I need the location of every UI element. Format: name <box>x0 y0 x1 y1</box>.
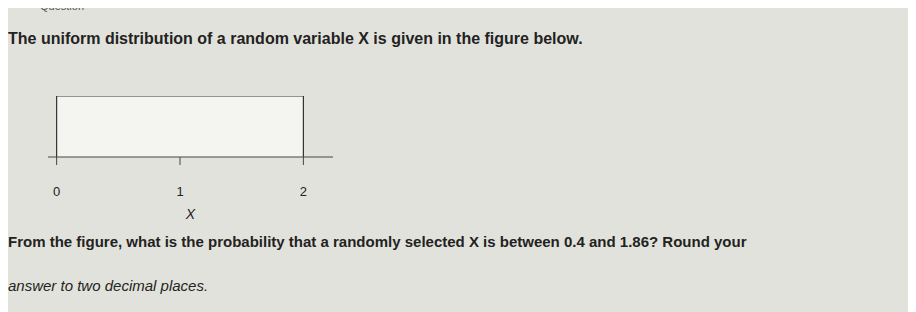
html-text:From the figure, what is the p: From the figure, what is the probability… <box>8 233 747 250</box>
html-text:answer to two decimal places.: answer to two decimal places. <box>8 277 209 294</box>
svg-text:X: X <box>185 206 196 222</box>
svg-text:1: 1 <box>176 184 183 199</box>
html-text:Question: Question <box>40 0 84 12</box>
svg-text:2: 2 <box>300 184 307 199</box>
svg-text:0: 0 <box>53 184 60 199</box>
html-text:The uniform distribution of a: The uniform distribution of a random var… <box>8 30 583 47</box>
